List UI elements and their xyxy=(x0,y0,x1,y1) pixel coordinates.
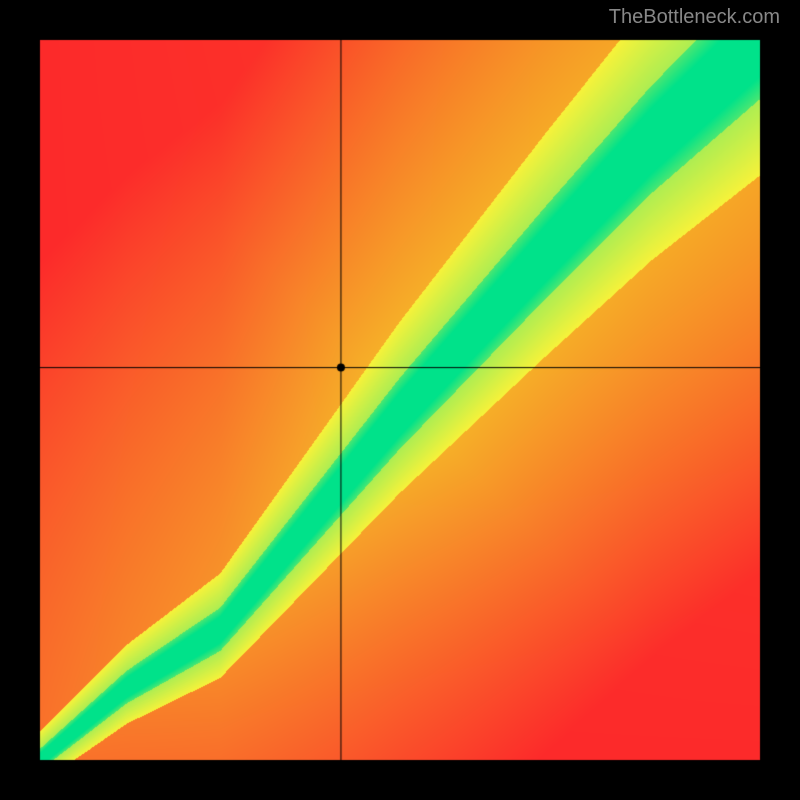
chart-container: TheBottleneck.com xyxy=(0,0,800,800)
bottleneck-heatmap xyxy=(0,0,800,800)
watermark-text: TheBottleneck.com xyxy=(609,6,780,29)
